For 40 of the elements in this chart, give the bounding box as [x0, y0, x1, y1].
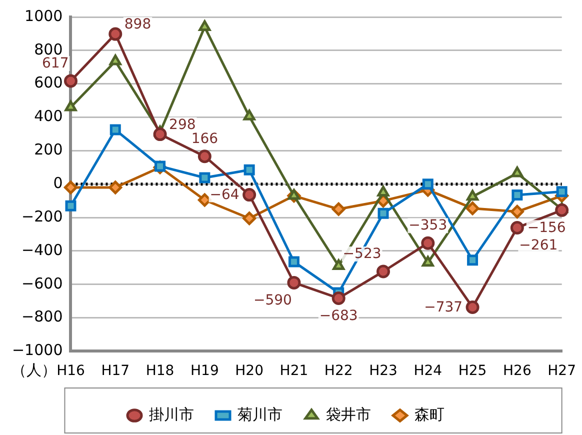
data-label: −261 [519, 237, 558, 254]
x-tick-label: H25 [458, 363, 487, 380]
data-label: −353 [408, 218, 448, 234]
x-tick-label: H22 [324, 363, 353, 380]
y-tick-label: −800 [22, 308, 63, 326]
y-tick-label: −200 [22, 207, 63, 226]
data-label: −156 [527, 220, 566, 236]
x-tick-label: H18 [146, 363, 174, 380]
x-tick-label: H26 [503, 363, 532, 380]
data-label: 166 [191, 131, 218, 147]
y-axis-title: （人） [12, 361, 57, 380]
legend-label: 袋井市 [326, 405, 371, 424]
x-tick-label: H24 [414, 363, 442, 380]
legend-label: 掛川市 [149, 405, 194, 424]
y-tick-label: −400 [22, 240, 63, 259]
data-label: −64 [210, 186, 240, 203]
y-tick-label: 800 [34, 40, 63, 58]
x-tick-label: H19 [190, 363, 219, 380]
y-tick-label: 1000 [24, 6, 63, 25]
y-tick-label: −1000 [12, 341, 63, 360]
x-tick-label: H27 [548, 363, 576, 380]
y-tick-label: −600 [22, 274, 63, 292]
y-tick-label: 200 [34, 140, 63, 159]
y-tick-label: 0 [53, 174, 63, 192]
y-tick-label: 600 [34, 74, 63, 92]
x-tick-label: H16 [56, 363, 86, 380]
x-tick-label: H20 [235, 363, 264, 380]
y-tick-label: 400 [34, 107, 63, 126]
data-label: −737 [424, 299, 463, 316]
data-label: 898 [124, 16, 152, 33]
legend-label: 森町 [414, 405, 444, 424]
legend-label: 菊川市 [238, 405, 282, 424]
x-tick-label: H21 [280, 363, 308, 380]
data-label: −523 [342, 246, 382, 262]
data-label: −683 [319, 308, 358, 324]
data-label: −590 [254, 292, 292, 308]
x-tick-label: H23 [369, 363, 398, 380]
x-tick-label: H17 [101, 363, 130, 380]
data-label: 617 [42, 56, 69, 72]
data-label: 298 [169, 116, 196, 133]
